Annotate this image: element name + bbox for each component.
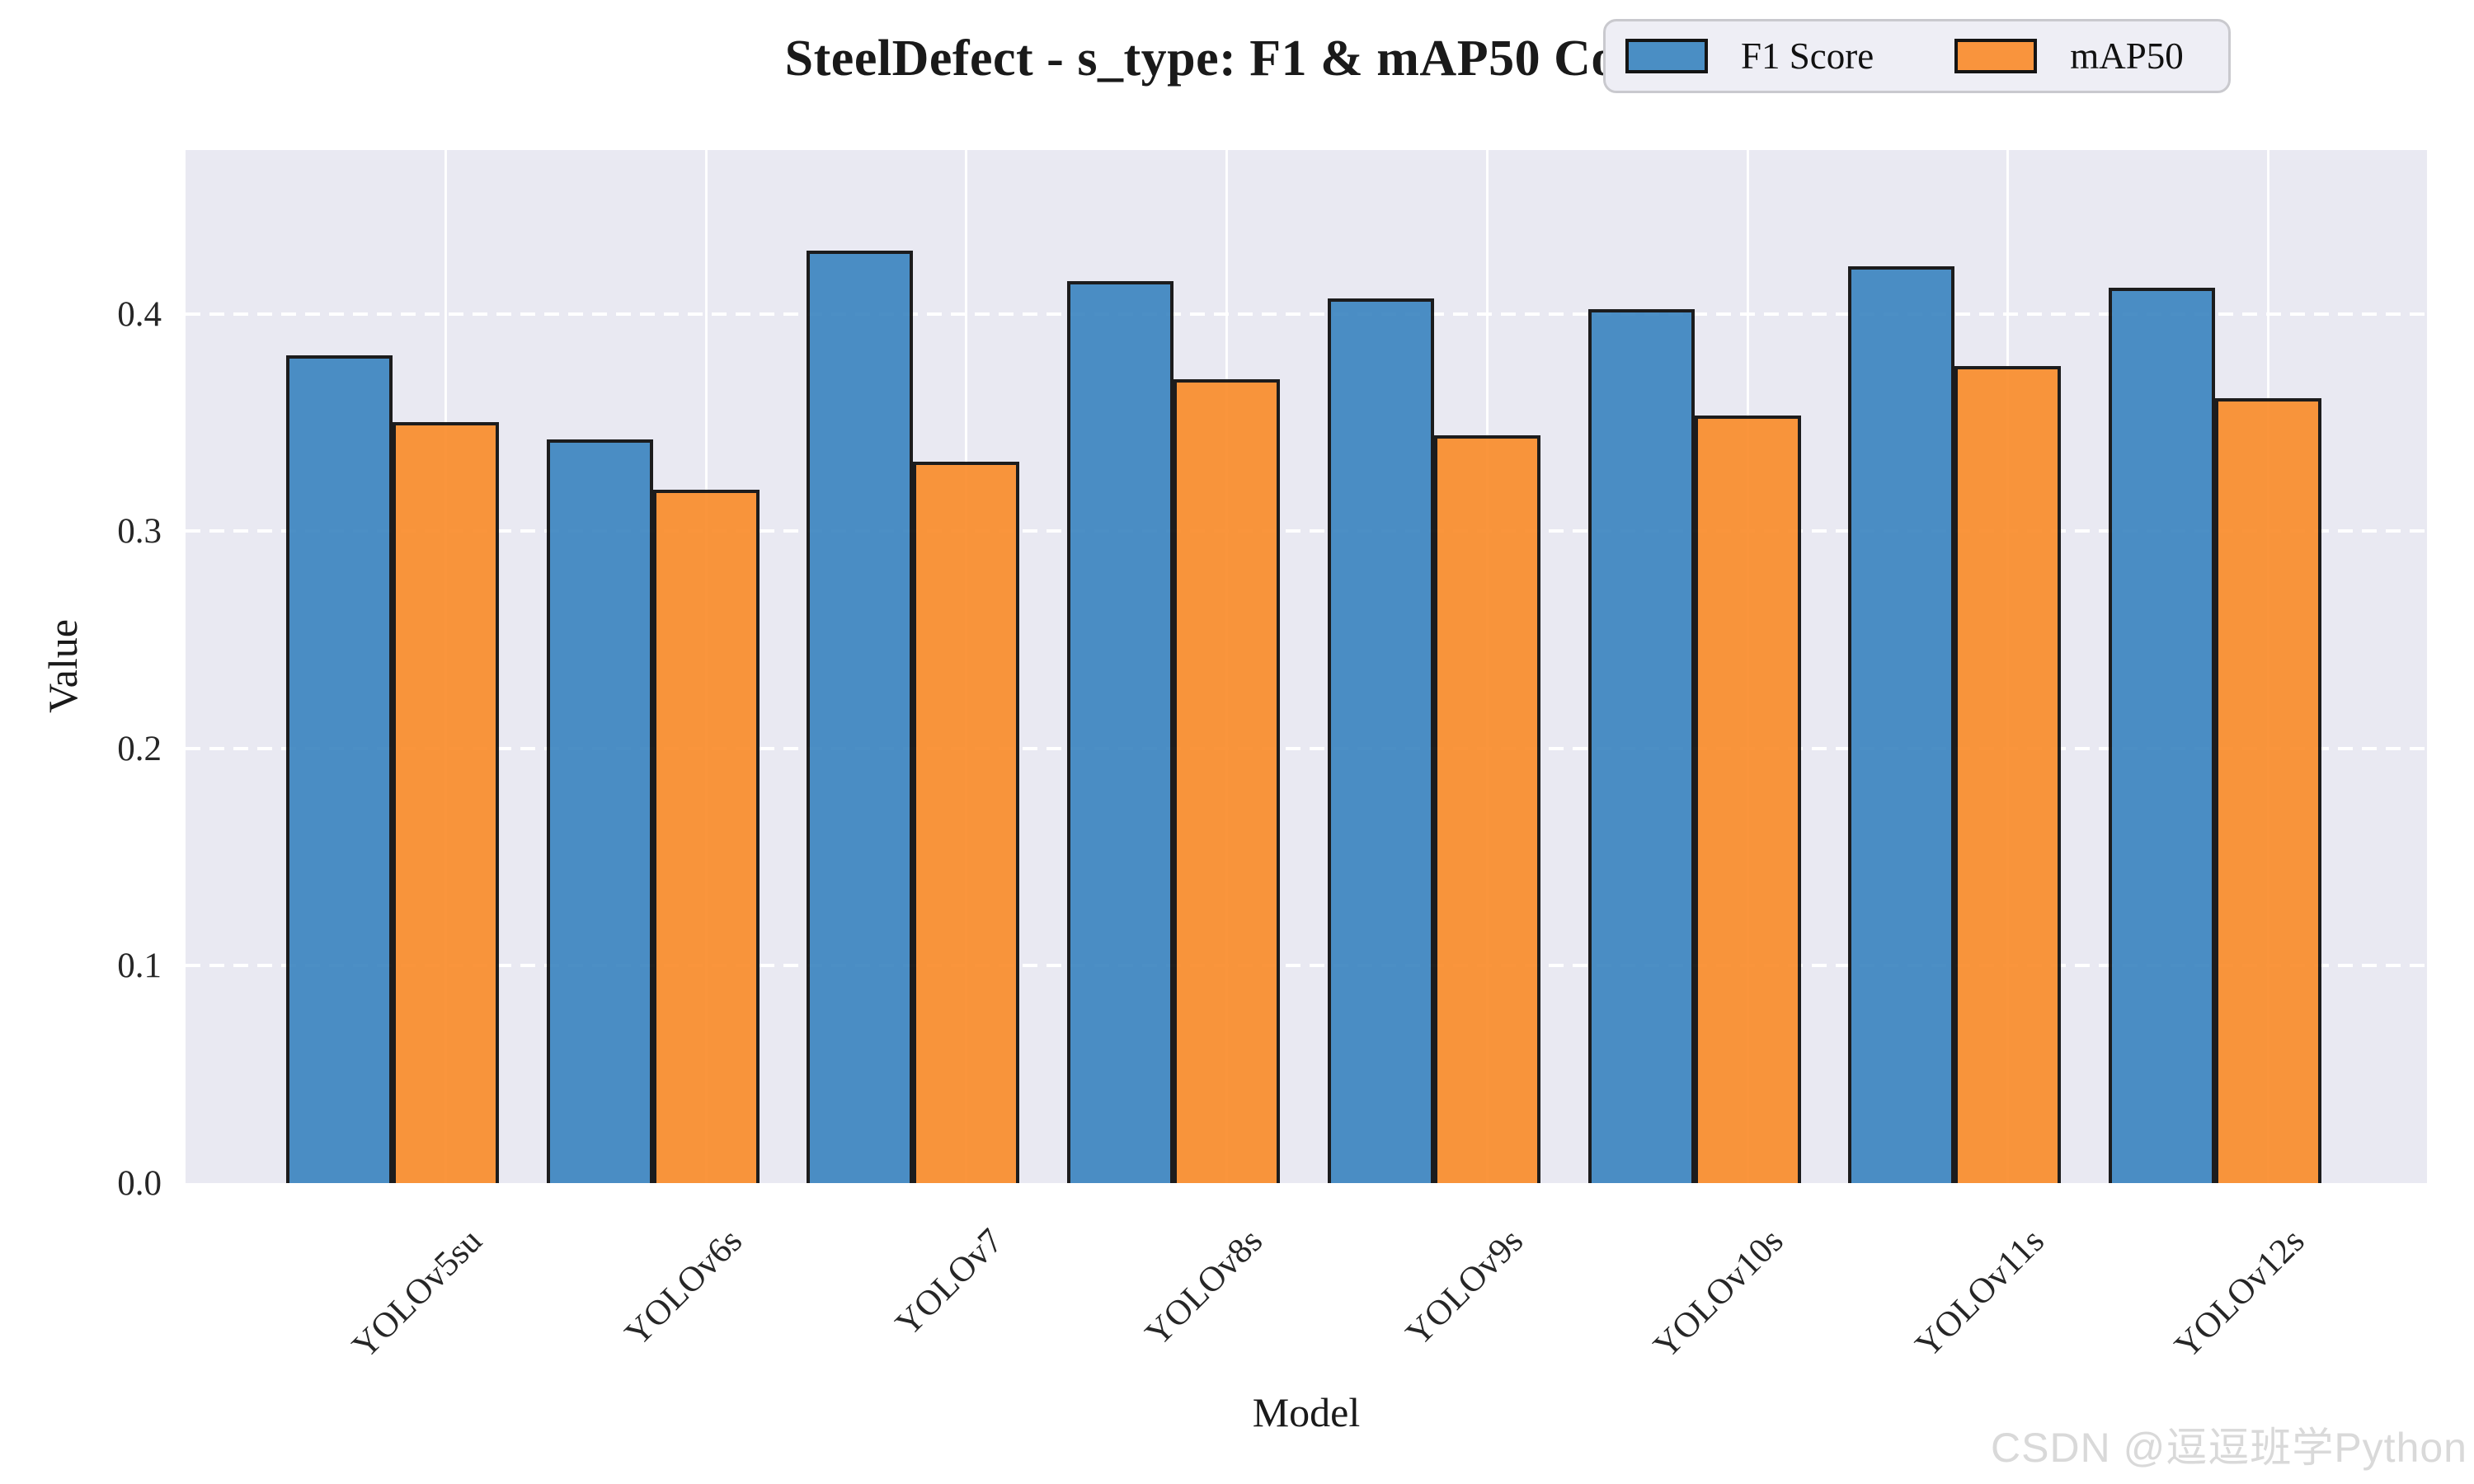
bar-map50-YOLOv5su <box>393 422 499 1183</box>
bar-f1-score-YOLOv9s <box>1327 298 1434 1183</box>
legend-entry-map50: mAP50 <box>1954 35 2184 77</box>
y-tick-label: 0.1 <box>117 946 162 986</box>
x-tick-label: YOLOv10s <box>1646 1221 1791 1366</box>
plot-area <box>186 150 2427 1183</box>
legend-label-map50: mAP50 <box>2070 35 2184 77</box>
bar-f1-score-YOLOv11s <box>1848 266 1955 1183</box>
x-tick-label: YOLOv11s <box>1907 1221 2052 1365</box>
h-gridline <box>186 746 2427 750</box>
y-axis-label: Value <box>40 619 86 713</box>
x-tick-label: YOLOv9s <box>1399 1221 1531 1354</box>
bar-map50-YOLOv8s <box>1174 379 1281 1183</box>
bar-f1-score-YOLOv5su <box>286 355 393 1183</box>
h-gridline <box>186 964 2427 968</box>
x-tick-label: YOLOv5su <box>345 1221 490 1366</box>
x-tick-label: YOLOv12s <box>2167 1221 2312 1366</box>
bar-f1-score-YOLOv7 <box>807 251 914 1183</box>
bar-f1-score-YOLOv6s <box>546 439 653 1183</box>
y-tick-label: 0.2 <box>117 729 162 768</box>
bar-f1-score-YOLOv8s <box>1067 281 1174 1183</box>
x-tick-label: YOLOv6s <box>618 1221 750 1354</box>
bar-f1-score-YOLOv10s <box>1587 309 1695 1183</box>
watermark: CSDN @逗逗班学Python <box>1991 1425 2467 1471</box>
x-tick-label: YOLOv8s <box>1138 1221 1271 1354</box>
legend-swatch-map50 <box>1954 39 2038 73</box>
legend: F1 Score mAP50 <box>1603 19 2231 93</box>
bar-map50-YOLOv11s <box>1954 366 2062 1183</box>
bar-map50-YOLOv9s <box>1433 435 1540 1183</box>
x-tick-label: YOLOv7 <box>887 1221 1010 1344</box>
bar-map50-YOLOv10s <box>1694 416 1801 1183</box>
y-tick-label: 0.4 <box>117 294 162 334</box>
h-gridline <box>186 529 2427 533</box>
h-gridline <box>186 312 2427 316</box>
x-axis-label: Model <box>1252 1389 1361 1435</box>
legend-swatch-f1 <box>1625 39 1708 73</box>
y-tick-label: 0.3 <box>117 512 162 552</box>
bar-map50-YOLOv6s <box>652 490 760 1183</box>
bar-map50-YOLOv12s <box>2214 398 2321 1183</box>
bar-map50-YOLOv7 <box>913 462 1020 1183</box>
y-tick-label: 0.0 <box>117 1164 162 1203</box>
bar-f1-score-YOLOv12s <box>2108 288 2215 1183</box>
legend-entry-f1: F1 Score <box>1625 35 1874 77</box>
legend-label-f1: F1 Score <box>1741 35 1874 77</box>
